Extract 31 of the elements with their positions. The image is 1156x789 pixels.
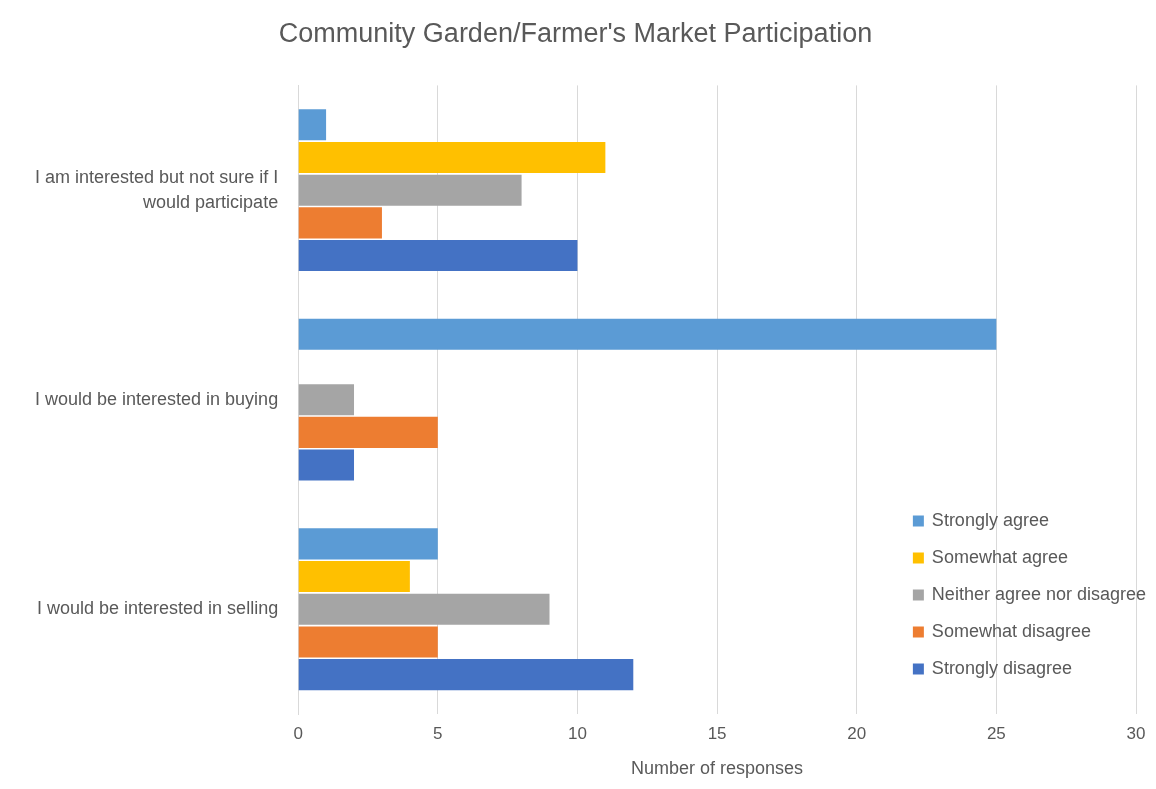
legend-label: Strongly agree (931, 509, 1049, 530)
x-axis-title: Number of responses (631, 758, 804, 779)
bar (298, 561, 410, 593)
bar (298, 240, 578, 272)
bar (298, 528, 438, 560)
bar (298, 109, 327, 141)
bar (298, 593, 550, 625)
legend-label: Somewhat disagree (931, 620, 1091, 641)
y-tick-label: I would be interested in buying (34, 388, 279, 409)
x-tick-label: 30 (1126, 723, 1146, 743)
y-tick-label: I would be interested in selling (37, 598, 279, 619)
bar (298, 384, 355, 416)
chart-title: Community Garden/Farmer's Market Participation (278, 17, 873, 48)
bar (298, 207, 382, 239)
bar (298, 416, 438, 448)
x-tick-label: 5 (433, 723, 443, 743)
legend-label: Neither agree nor disagree (931, 583, 1147, 604)
bar (298, 141, 606, 174)
bar (298, 659, 634, 691)
legend-label: Somewhat agree (931, 546, 1068, 567)
x-tick-label: 25 (986, 723, 1006, 743)
x-tick-label: 10 (567, 723, 587, 743)
bar (298, 449, 355, 481)
x-tick-label: 0 (293, 723, 303, 743)
x-tick-label: 20 (847, 723, 867, 743)
bar (298, 174, 522, 206)
bar (298, 318, 997, 350)
x-tick-label: 15 (707, 723, 727, 743)
legend-label: Strongly disagree (931, 657, 1072, 678)
y-tick-label: I am interested but not sure if I would participate (35, 166, 279, 212)
bar (298, 626, 438, 658)
